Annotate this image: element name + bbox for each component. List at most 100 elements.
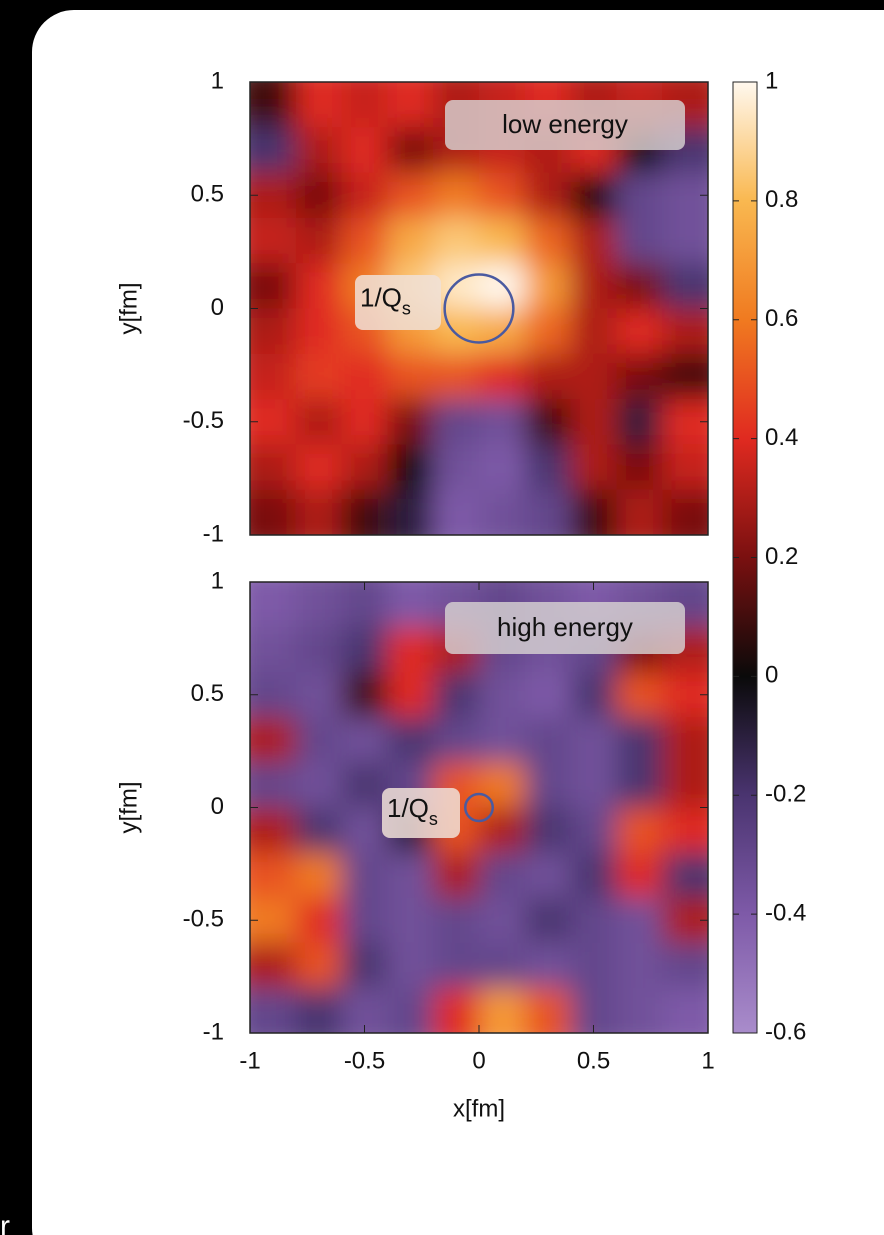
heatmap-cell [342, 399, 389, 445]
heatmap-cell [296, 218, 343, 264]
heatmap-cell [616, 762, 663, 808]
heatmap-cell [433, 354, 480, 400]
circle-label-sub: s [402, 298, 411, 318]
heatmap-cell [342, 943, 389, 989]
heatmap-cell [479, 354, 526, 400]
heatmap-cell [296, 263, 343, 309]
cropped-text: r [0, 1210, 10, 1235]
heatmap-cell [433, 218, 480, 264]
heatmap-cell [342, 444, 389, 490]
y-tick-label: -0.5 [183, 407, 224, 434]
heatmap-cell [433, 173, 480, 219]
heatmap-cell [479, 853, 526, 899]
heatmap-cell [342, 717, 389, 763]
circle-label-sub: s [429, 809, 438, 829]
colorbar-tick-label: 0.4 [765, 424, 798, 451]
heatmap-cell [479, 717, 526, 763]
heatmap-cell [525, 717, 572, 763]
heatmap-cell [479, 808, 526, 854]
heatmap-cell [616, 354, 663, 400]
x-tick-label: -1 [239, 1047, 260, 1074]
heatmap-cell [387, 218, 434, 264]
heatmap-cell [571, 354, 618, 400]
heatmap-cell [296, 173, 343, 219]
heatmap-cell [571, 218, 618, 264]
y-axis-label: y[fm] [115, 283, 142, 335]
heatmap-cell [342, 762, 389, 808]
heatmap-cell [616, 399, 663, 445]
heatmap-cell [296, 354, 343, 400]
heatmap-cell [525, 399, 572, 445]
heatmap-cell [296, 672, 343, 718]
heatmap-cell [342, 853, 389, 899]
heatmap-cell [616, 173, 663, 219]
colorbar-tick-label: -0.2 [765, 781, 806, 808]
heatmap-cell [571, 898, 618, 944]
heatmap-cell [616, 263, 663, 309]
heatmap-cell [296, 399, 343, 445]
heatmap-cell [342, 127, 389, 173]
annotation: low energy [502, 109, 628, 139]
heatmap-cell [616, 717, 663, 763]
heatmap-cell [616, 444, 663, 490]
heatmap-cell [525, 263, 572, 309]
heatmap-cell [342, 808, 389, 854]
heatmap-cell [387, 173, 434, 219]
colorbar-tick-label: 0.2 [765, 543, 798, 570]
y-tick-label: 0 [211, 793, 224, 820]
x-tick-label: 1 [701, 1047, 714, 1074]
heatmap-cell [433, 672, 480, 718]
heatmap-cell [479, 173, 526, 219]
y-tick-label: -0.5 [183, 906, 224, 933]
heatmap-cell [387, 672, 434, 718]
colorbar-tick-label: 0.6 [765, 305, 798, 332]
heatmap-cell [616, 218, 663, 264]
heatmap-cell [525, 173, 572, 219]
y-tick-label: 0.5 [191, 680, 224, 707]
heatmap-cell [296, 309, 343, 355]
heatmap-cell [571, 672, 618, 718]
y-tick-label: 0 [211, 294, 224, 321]
heatmap-cell [525, 672, 572, 718]
heatmap-cell [342, 672, 389, 718]
heatmap-cell [342, 898, 389, 944]
circle-label-text: 1/Q [360, 282, 402, 312]
heatmap-cell [571, 263, 618, 309]
heatmap-cell [342, 218, 389, 264]
heatmap-cell [525, 853, 572, 899]
colorbar-tick-label: -0.4 [765, 899, 806, 926]
heatmap-cell [387, 444, 434, 490]
heatmap-cell [342, 173, 389, 219]
heatmap-cell [571, 762, 618, 808]
heatmap-cell [616, 898, 663, 944]
y-tick-label: 1 [211, 67, 224, 94]
heatmap-cell [479, 399, 526, 445]
heatmap-cell [571, 717, 618, 763]
heatmap-cell [479, 218, 526, 264]
heatmap-cell [571, 309, 618, 355]
heatmap-cell [479, 762, 526, 808]
heatmap-cell [342, 627, 389, 673]
heatmap-cell [387, 354, 434, 400]
annotation: high energy [497, 612, 633, 642]
heatmap-cell [387, 943, 434, 989]
heatmap-cell [616, 853, 663, 899]
colorbar-tick-label: 1 [765, 67, 778, 94]
heatmap-cell [387, 898, 434, 944]
y-tick-label: -1 [203, 1018, 224, 1045]
heatmap-cell [296, 808, 343, 854]
heatmap-cell [387, 717, 434, 763]
heatmap-cell [525, 943, 572, 989]
heatmap-cell [296, 762, 343, 808]
x-axis-label: x[fm] [453, 1095, 505, 1122]
heatmap-cell [525, 218, 572, 264]
heatmap-cell [525, 808, 572, 854]
heatmap-cell [296, 943, 343, 989]
heatmap-cell [616, 672, 663, 718]
colorbar-tick-label: 0.8 [765, 186, 798, 213]
y-axis-label: y[fm] [115, 782, 142, 834]
heatmap-cell [296, 627, 343, 673]
heatmap-cell [525, 354, 572, 400]
heatmap-cell [296, 853, 343, 899]
heatmap-cell [387, 127, 434, 173]
